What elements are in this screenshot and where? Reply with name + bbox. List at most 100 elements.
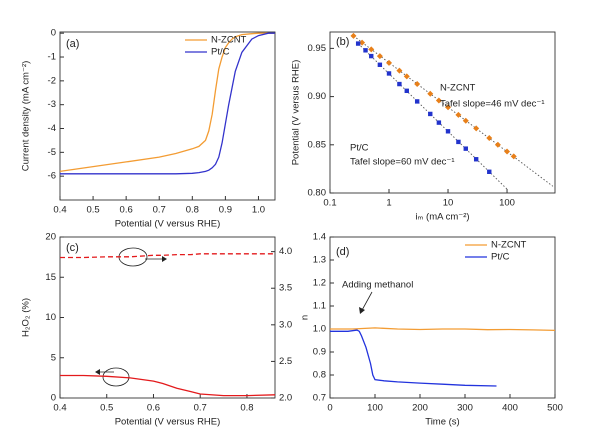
y-tick-label: -4 (48, 123, 56, 134)
data-point (428, 111, 433, 117)
y-tick-label: 15 (45, 272, 56, 283)
data-point (376, 53, 383, 60)
y2-axis-label: n (300, 315, 311, 320)
data-point (386, 59, 393, 66)
panel-label: (c) (66, 242, 79, 254)
y2-tick-label: 2.0 (279, 393, 292, 404)
x-tick-label: 0.5 (100, 403, 113, 414)
y-tick-label: -2 (48, 75, 56, 86)
x-tick-label: 0.8 (186, 205, 199, 216)
data-line (60, 253, 275, 259)
x-tick-label: 300 (457, 403, 473, 414)
y-tick-label: 1.1 (313, 301, 326, 312)
panel-label: (a) (66, 38, 79, 50)
data-point (350, 32, 357, 39)
y-tick-label: 1.0 (313, 324, 326, 335)
data-point (487, 169, 492, 174)
arrow (360, 291, 373, 313)
data-point (455, 111, 462, 118)
x-tick-label: 0.9 (219, 205, 232, 216)
marker-ellipse (102, 367, 130, 387)
data-point (369, 53, 374, 59)
legend-label: N-ZCNT (491, 240, 527, 251)
x-axis-label: iₘ (mA cm⁻²) (415, 212, 469, 223)
x-tick-label: 0.4 (53, 403, 66, 414)
x-axis-label: Time (s) (425, 417, 459, 428)
annotation: Adding methanol (342, 280, 413, 291)
y-tick-label: 1.2 (313, 278, 326, 289)
y2-tick-label: 4.0 (279, 246, 292, 257)
annotation: Pt/C (350, 143, 369, 154)
data-point (377, 62, 383, 67)
y-tick-label: 0 (51, 28, 56, 39)
legend-label: Pt/C (211, 47, 230, 58)
data-point (463, 146, 468, 151)
y-tick-label: 0.95 (308, 43, 327, 54)
x-tick-label: 1.0 (252, 205, 265, 216)
data-point (397, 81, 402, 87)
data-point (436, 120, 442, 125)
y-tick-label: 0.7 (313, 393, 326, 404)
arrow-head (162, 256, 167, 262)
data-line (330, 327, 556, 332)
plot-frame (59, 31, 276, 201)
data-point (355, 41, 361, 46)
data-line (60, 32, 275, 175)
y-axis-label: Potential (V versus RHE) (291, 60, 302, 166)
arrow-head (359, 307, 365, 314)
data-line (59, 32, 275, 173)
data-point (386, 71, 392, 76)
y-tick-label: -6 (48, 171, 56, 182)
data-point (359, 39, 366, 46)
data-point (404, 88, 409, 94)
data-line (60, 374, 276, 397)
data-point (473, 125, 480, 132)
data-point (504, 148, 511, 155)
x-tick-label: 200 (412, 403, 428, 414)
panel-label: (b) (336, 36, 349, 48)
x-tick-label: 0 (327, 403, 332, 414)
x-tick-label: 0.4 (53, 205, 66, 216)
data-line (330, 329, 497, 387)
y2-tick-label: 3.0 (279, 319, 292, 330)
y-tick-label: -3 (48, 99, 56, 110)
panel-label: (d) (336, 246, 349, 258)
data-point (414, 99, 420, 104)
annotation: Tafel slope=46 mV dec⁻¹ (440, 99, 545, 110)
data-point (403, 73, 410, 80)
plot-frame (329, 236, 556, 399)
y-tick-label: 0.8 (313, 370, 326, 381)
x-tick-label: 10 (443, 198, 454, 209)
data-point (473, 157, 479, 162)
data-point (396, 67, 403, 74)
x-tick-label: 0.6 (120, 205, 133, 216)
y-tick-label: 10 (45, 312, 56, 323)
annotation: N-ZCNT (440, 83, 476, 94)
data-point (510, 153, 517, 160)
data-point (445, 129, 451, 134)
x-tick-label: 1 (386, 198, 391, 209)
data-point (494, 141, 501, 148)
y-tick-label: -5 (48, 147, 56, 158)
data-point (462, 117, 469, 124)
x-tick-label: 0.8 (240, 403, 253, 414)
y-axis-label: H₂O₂ (%) (21, 298, 32, 337)
arrow-head (95, 369, 100, 375)
data-point (445, 104, 452, 111)
y-tick-label: 20 (45, 232, 56, 243)
x-tick-label: 0.6 (147, 403, 160, 414)
x-tick-label: 100 (499, 198, 515, 209)
y2-tick-label: 3.5 (279, 283, 292, 294)
y2-tick-label: 2.5 (279, 356, 292, 367)
data-point (368, 46, 375, 53)
legend-label: N-ZCNT (211, 35, 247, 46)
x-tick-label: 0.5 (86, 205, 99, 216)
data-point (435, 97, 442, 104)
data-point (427, 90, 434, 97)
y-tick-label: 0.80 (308, 188, 327, 199)
y-tick-label: 0 (51, 393, 56, 404)
legend-label: Pt/C (491, 252, 510, 263)
x-tick-label: 0.1 (323, 198, 336, 209)
x-tick-label: 500 (547, 403, 563, 414)
